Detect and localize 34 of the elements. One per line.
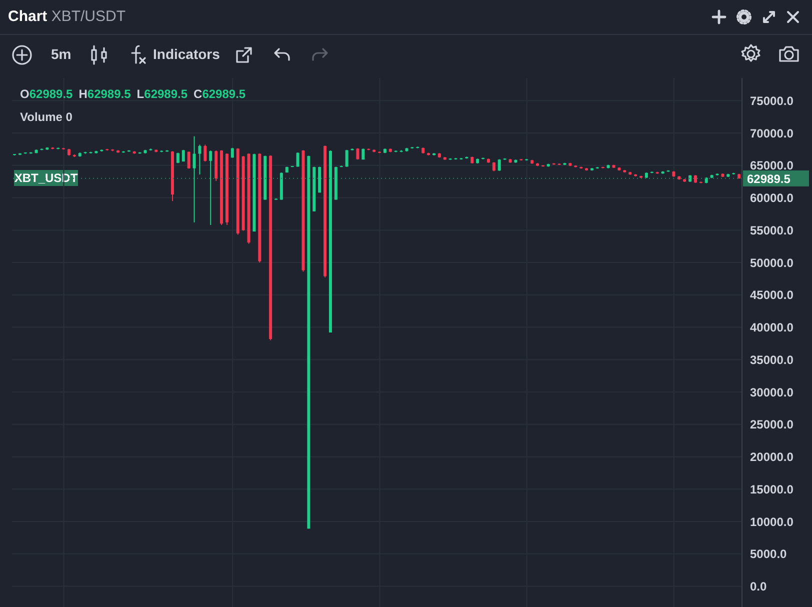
annotation: L62989.5 (136, 87, 188, 101)
y-tick-label: 50000.0 (750, 256, 794, 270)
y-tick-label: 35000.0 (750, 352, 794, 367)
text: 5m (51, 46, 72, 62)
y-tick-label: 5000.0 (750, 547, 788, 562)
candlestick (204, 144, 207, 162)
candlestick (187, 150, 190, 170)
y-tick-label: 20000.0 (750, 450, 794, 464)
y-tick-label: 60000.0 (750, 191, 794, 206)
y-tick-label: 25000.0 (750, 418, 794, 432)
annotation: O62989.5 (20, 87, 73, 101)
y-tick-label: 40000.0 (750, 320, 794, 335)
y-tick-label: 65000.0 (750, 158, 794, 173)
annotation: Volume 0 (20, 110, 72, 124)
candlestick (198, 144, 202, 175)
annotation: H62989.5 (78, 87, 131, 101)
y-tick-label: 75000.0 (750, 94, 794, 108)
candlestick (192, 136, 196, 223)
text: 62989.5 (747, 172, 791, 186)
annotation: C62989.5 (194, 87, 246, 101)
y-tick-label: 15000.0 (750, 482, 794, 496)
y-tick-label: 10000.0 (750, 514, 794, 529)
candlestick (209, 150, 212, 226)
text: Indicators (153, 46, 220, 62)
candlestick (296, 152, 300, 168)
y-tick-label: 30000.0 (750, 385, 794, 400)
ref-line-label: XBT_USDT (14, 170, 78, 186)
y-tick-label: 0.0 (750, 580, 768, 594)
chart-subtitle: XBT/USDT (51, 8, 126, 25)
y-tick-label: 55000.0 (750, 223, 794, 238)
chart-title: Chart (8, 8, 48, 25)
y-tick-label: 45000.0 (750, 288, 794, 302)
y-tick-label: 70000.0 (750, 126, 794, 140)
candlestick (492, 162, 496, 172)
